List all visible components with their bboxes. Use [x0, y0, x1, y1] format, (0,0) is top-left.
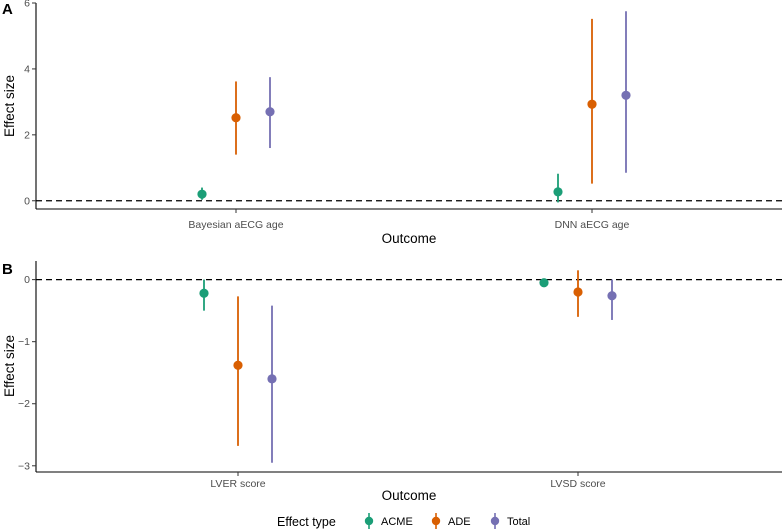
panel-a-ade-bayesian-aecg-age-point	[231, 113, 241, 123]
panel-a-y-tick-label: 6	[24, 0, 30, 10]
legend-title: Effect type	[277, 515, 336, 529]
legend-items: ACME ADE Total	[364, 513, 530, 529]
panel-b-x-tick-label: LVER score	[210, 478, 265, 490]
panel-a-y-tick-label: 2	[24, 129, 30, 141]
panel-b-ade-lvsd-score-point	[573, 287, 583, 297]
panel-b-y-axis-title: Effect size	[2, 335, 17, 397]
panel-a-y-tick-label: 4	[24, 63, 30, 75]
panel-a-x-axis-title: Outcome	[382, 231, 437, 246]
panel-a-tag: A	[2, 1, 13, 18]
panel-b-y-tick-label: 0	[24, 274, 30, 286]
panel-b-ade-lver-score-point	[233, 360, 243, 370]
panel-b-x-axis-title: Outcome	[382, 488, 437, 503]
legend-item-total-key-point	[490, 516, 500, 526]
panel-a-y-ticks: 0 2 4 6	[24, 0, 36, 207]
legend-item-ade-key-point	[431, 516, 441, 526]
panel-b-y-tick-label: −3	[18, 460, 30, 472]
panel-b-marks	[36, 270, 782, 463]
panel-b-y-tick-label: −2	[18, 398, 30, 410]
panel-a: A 0 2 4 6 Bayesian aECG age DNN aECG age Eff…	[2, 0, 782, 246]
legend-item-acme-label: ACME	[381, 516, 413, 528]
panel-b-y-tick-label: −1	[18, 336, 30, 348]
panel-a-y-axis-title: Effect size	[2, 75, 17, 137]
legend-item-ade-label: ADE	[448, 516, 471, 528]
legend-item-acme-key-point	[364, 516, 374, 526]
panel-a-x-tick-label: DNN aECG age	[555, 219, 630, 231]
panel-b-total-lver-score-point	[267, 374, 277, 384]
panel-a-y-tick-label: 0	[24, 195, 30, 207]
panel-b-x-tick-label: LVSD score	[550, 478, 605, 490]
panel-b-x-ticks: LVER score LVSD score	[210, 472, 606, 490]
panel-a-x-ticks: Bayesian aECG age DNN aECG age	[188, 209, 630, 231]
panel-b-acme-lver-score-point	[199, 288, 209, 298]
panel-b: B 0 −1 −2 −3 LVER score LVSD score Effect si…	[2, 261, 782, 503]
panel-b-tag: B	[2, 261, 13, 278]
panel-a-ade-dnn-aecg-age-point	[587, 99, 597, 109]
panel-a-marks	[36, 11, 782, 203]
panel-b-total-lvsd-score-point	[607, 291, 617, 301]
panel-a-total-bayesian-aecg-age-point	[265, 107, 275, 117]
panel-a-total-dnn-aecg-age-point	[621, 90, 631, 100]
panel-a-acme-dnn-aecg-age-point	[553, 187, 563, 197]
panel-a-x-tick-label: Bayesian aECG age	[188, 219, 283, 231]
legend: Effect type ACME ADE Total	[277, 513, 530, 529]
panel-a-acme-bayesian-aecg-age-point	[197, 189, 207, 199]
legend-item-total-label: Total	[507, 516, 530, 528]
panel-b-acme-lvsd-score-point	[539, 278, 549, 288]
panel-b-y-ticks: 0 −1 −2 −3	[18, 274, 36, 472]
